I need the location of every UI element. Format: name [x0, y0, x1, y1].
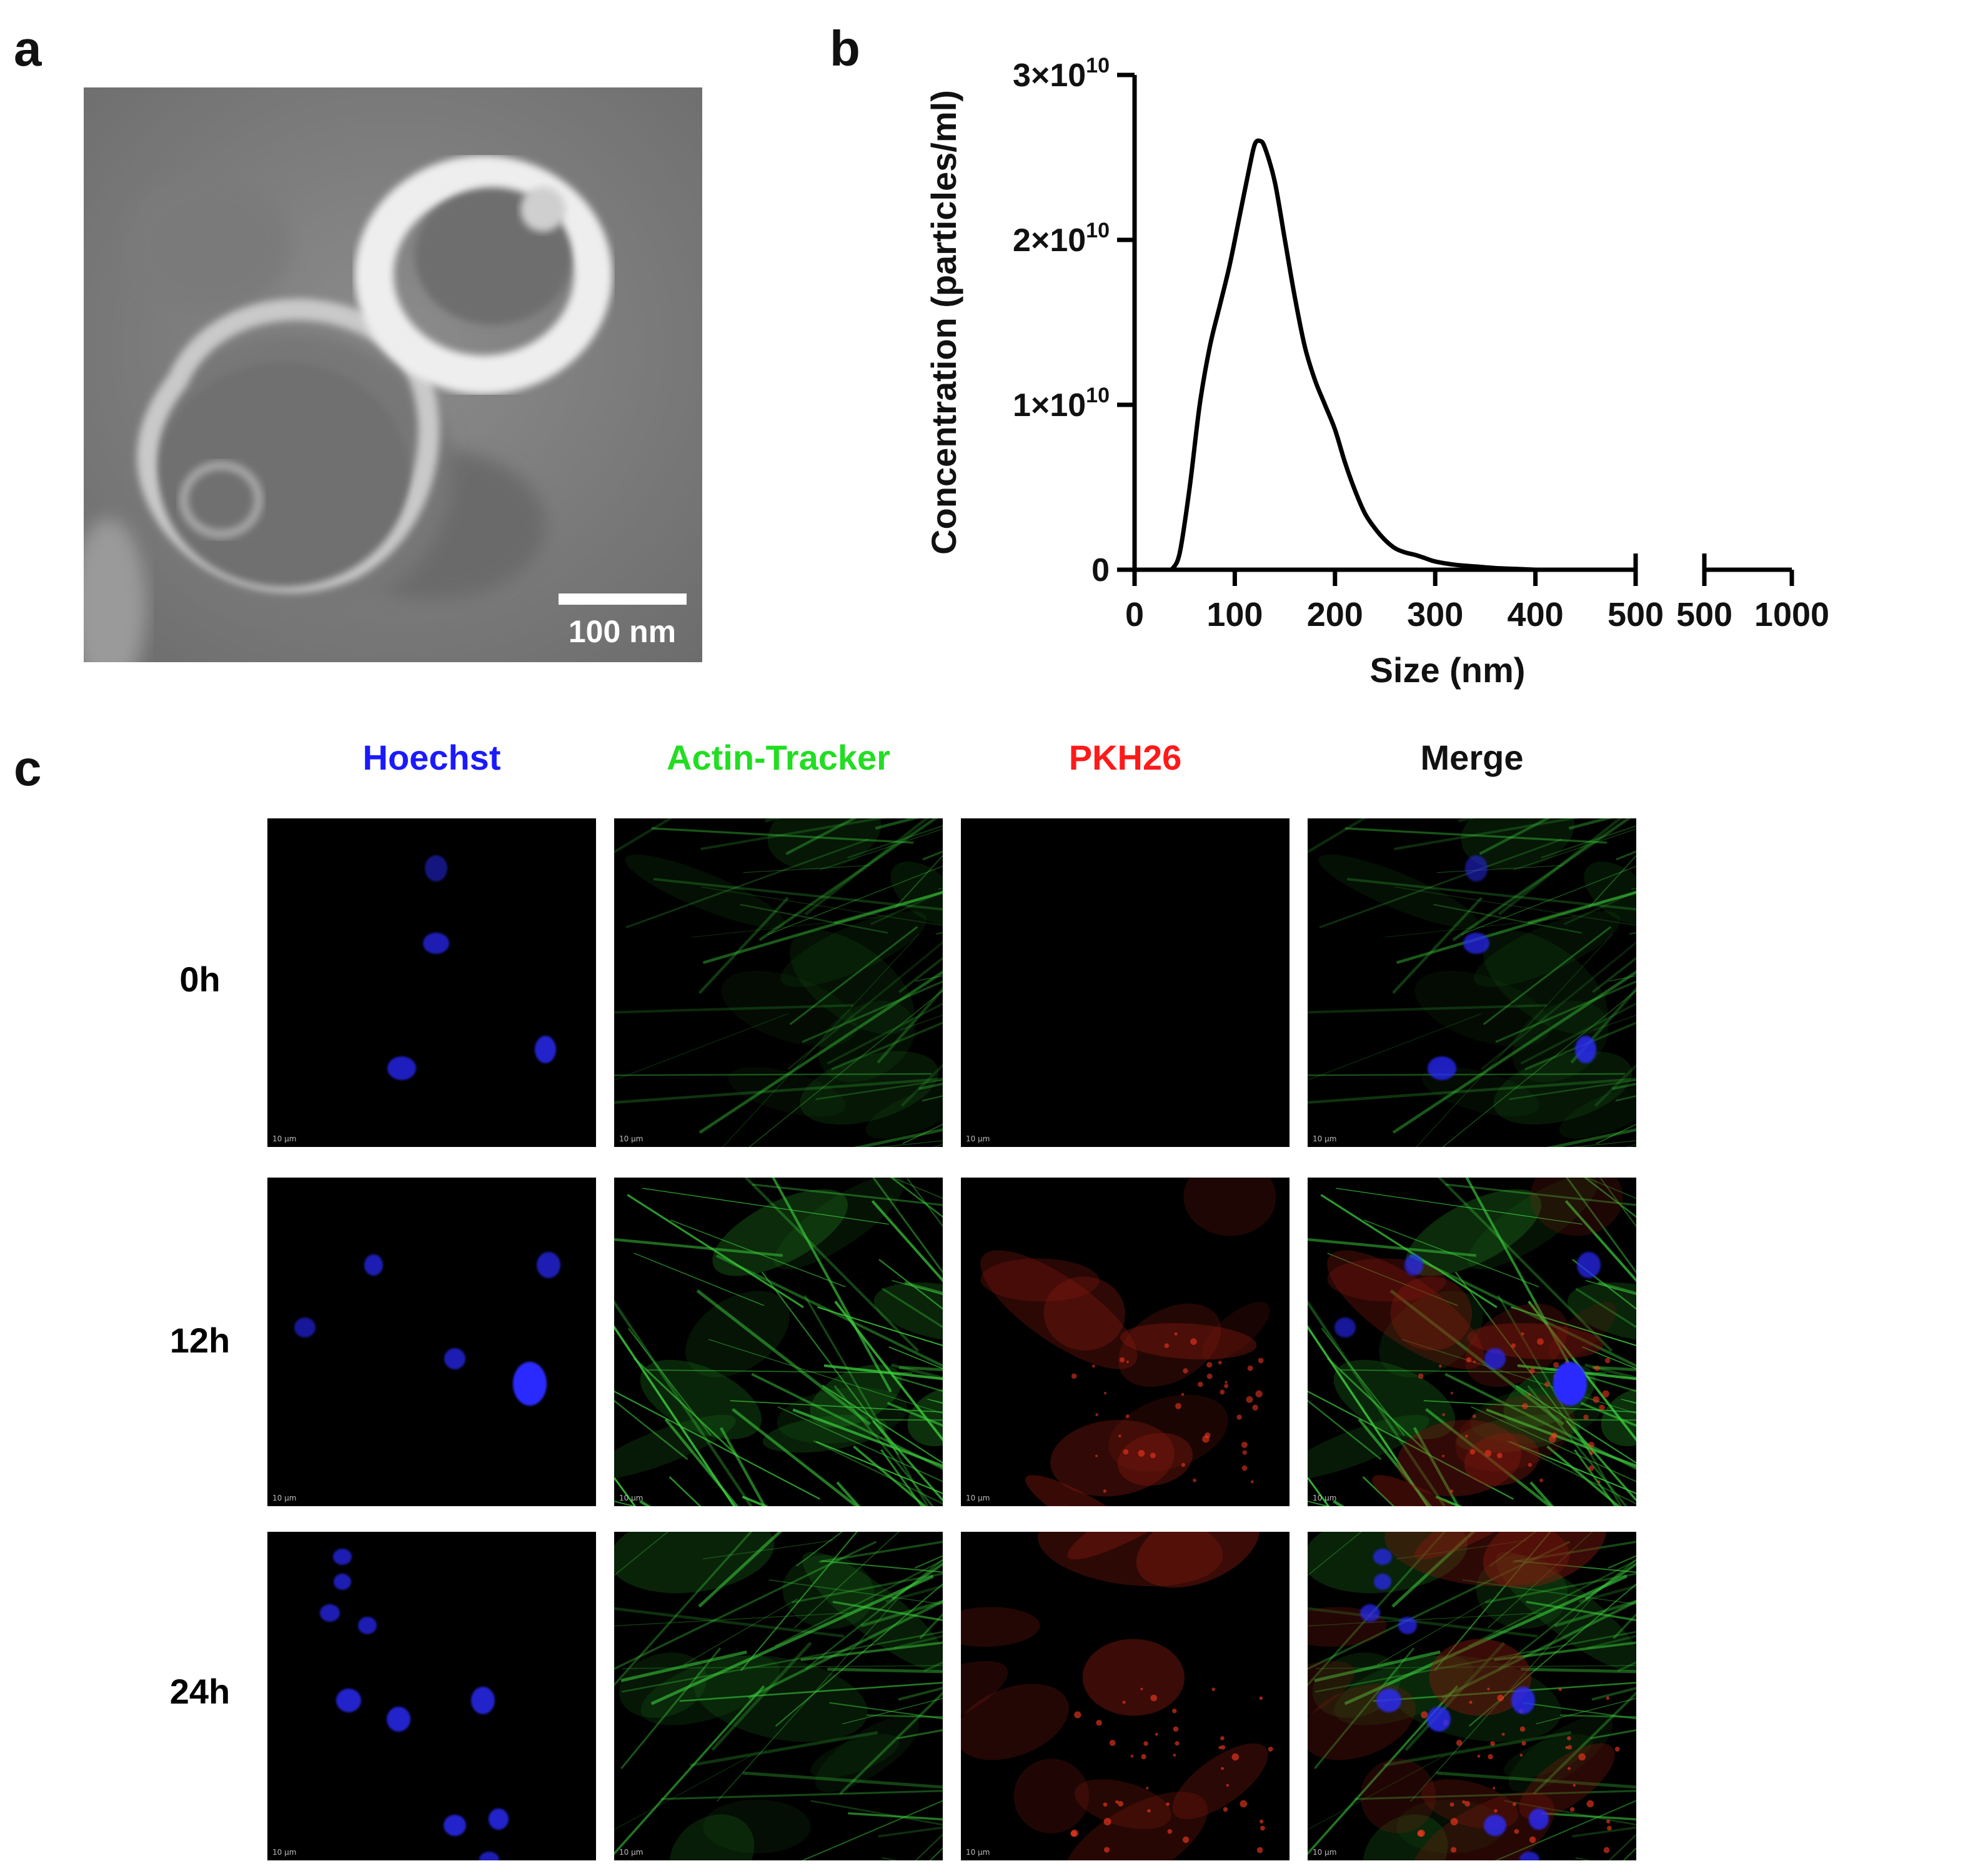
x-tick-label: 500 — [1608, 596, 1664, 633]
x-tick-label: 400 — [1508, 596, 1564, 633]
x-axis-label: Size (nm) — [1370, 650, 1526, 690]
x-tick-label: 100 — [1206, 596, 1263, 633]
micrograph-scale-label: 10 µm — [1313, 1494, 1337, 1502]
micrograph-scale-label: 10 µm — [272, 1134, 297, 1143]
y-tick-label: 0 — [1091, 552, 1110, 588]
x-tick-label: 0 — [1125, 596, 1144, 633]
row-header-12h: 12h — [169, 1321, 231, 1360]
micrograph-scale-label: 10 µm — [966, 1848, 990, 1857]
scale-bar — [559, 593, 687, 605]
micrograph-scale-label: 10 µm — [619, 1134, 644, 1143]
series-line — [1170, 138, 1536, 572]
y-tick-label: 2×1010 — [1013, 219, 1110, 259]
micrograph-scale-label: 10 µm — [1313, 1848, 1337, 1857]
micrograph-hoechst-0h: 10 µm — [267, 818, 596, 1147]
size-distribution-chart: 0 100 200 300 400 500 500 1000 0 1×1010 2×1010 3×10… — [924, 54, 1829, 690]
micrograph-scale-label: 10 µm — [966, 1134, 990, 1143]
x-tick-label: 1000 — [1754, 596, 1829, 633]
micrograph-merge-24h: 10 µm — [1308, 1532, 1636, 1860]
scale-bar-label: 100 nm — [569, 614, 676, 649]
micrograph-hoechst-24h: 10 µm — [267, 1532, 596, 1860]
row-header-24h: 24h — [169, 1672, 231, 1711]
micrograph-merge-0h: 10 µm — [1308, 818, 1636, 1147]
y-tick-label: 3×1010 — [1013, 54, 1110, 94]
column-header-actin-tracker: Actin-Tracker — [667, 738, 890, 777]
micrograph-scale-label: 10 µm — [619, 1494, 644, 1502]
y-tick-label: 1×1010 — [1013, 384, 1110, 424]
column-header-hoechst: Hoechst — [362, 738, 501, 777]
micrograph-scale-label: 10 µm — [966, 1494, 990, 1502]
x-tick-label: 200 — [1307, 596, 1363, 633]
micrograph-pkh26-24h: 10 µm — [961, 1532, 1290, 1860]
x-tick-label: 300 — [1407, 596, 1463, 633]
micrograph-merge-12h: 10 µm — [1308, 1178, 1636, 1506]
micrograph-actin-tracker-12h: 10 µm — [614, 1178, 943, 1506]
chart-axes — [1132, 75, 1792, 586]
micrograph-actin-tracker-24h: 10 µm — [614, 1532, 943, 1860]
column-header-merge: Merge — [1420, 738, 1524, 777]
panel-label-c: c — [14, 740, 42, 796]
micrograph-actin-tracker-0h: 10 µm — [614, 818, 943, 1147]
y-axis-label: Concentration (particles/ml) — [924, 90, 963, 555]
tem-micrograph: 100 nm — [84, 87, 702, 662]
column-header-pkh26: PKH26 — [1068, 738, 1182, 777]
micrograph-scale-label: 10 µm — [1313, 1134, 1337, 1143]
micrograph-hoechst-12h: 10 µm — [267, 1178, 596, 1506]
x-tick-label: 500 — [1676, 596, 1732, 633]
micrograph-scale-label: 10 µm — [272, 1494, 297, 1502]
panel-label-a: a — [14, 21, 42, 76]
panel-label-b: b — [830, 21, 860, 76]
micrograph-scale-label: 10 µm — [619, 1848, 644, 1857]
chart-ticks: 0 100 200 300 400 500 500 1000 0 1×1010 2×1010 3×10… — [1013, 54, 1829, 633]
micrograph-pkh26-0h: 10 µm — [961, 818, 1290, 1147]
micrograph-scale-label: 10 µm — [272, 1848, 297, 1857]
row-header-0h: 0h — [179, 960, 221, 999]
micrograph-pkh26-12h: 10 µm — [961, 1178, 1290, 1506]
